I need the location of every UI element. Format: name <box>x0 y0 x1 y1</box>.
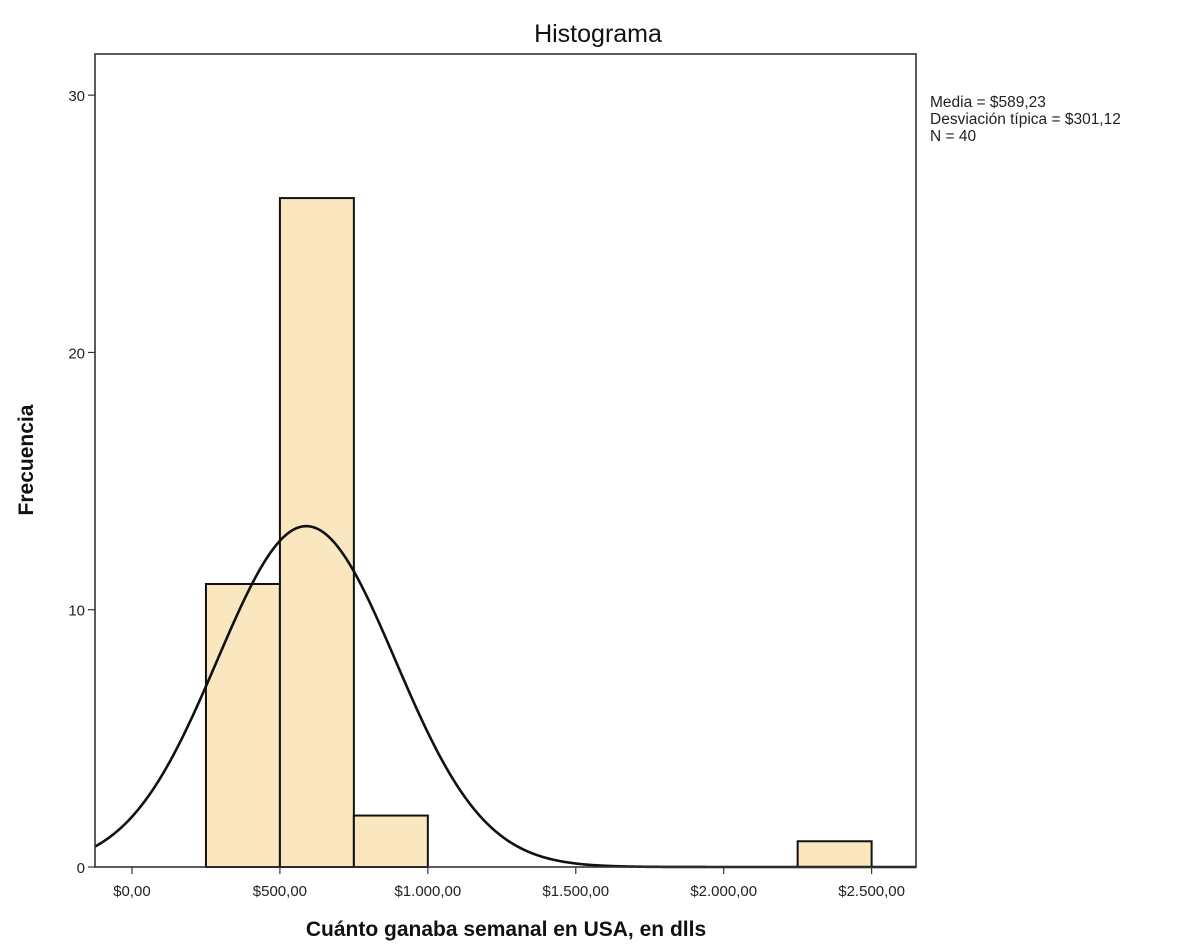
stats-mean: Media = $589,23 <box>930 94 1046 111</box>
x-tick-label-2: $1.000,00 <box>394 883 461 900</box>
stats-n: N = 40 <box>930 128 976 145</box>
y-tick-label-3: 30 <box>68 88 85 105</box>
histogram-bar-1 <box>278 197 355 869</box>
x-axis-ticks: $0,00 $500,00 $1.000,00 $1.500,00 $2.000,00 $… <box>113 867 905 900</box>
histogram-bars <box>204 197 873 869</box>
y-axis-ticks: 0 10 20 30 <box>68 88 95 877</box>
x-tick-label-1: $500,00 <box>253 883 307 900</box>
x-tick-label-0: $0,00 <box>113 883 151 900</box>
x-tick-label-4: $2.000,00 <box>690 883 757 900</box>
stats-box: Media = $589,23 Desviación típica = $301… <box>930 94 1121 145</box>
histogram-bar-2 <box>352 814 429 869</box>
y-tick-label-2: 20 <box>68 345 85 362</box>
histogram-bar-0 <box>204 582 281 868</box>
y-tick-label-1: 10 <box>68 603 85 620</box>
histogram-bar-3 <box>796 840 873 869</box>
x-axis-label: Cuánto ganaba semanal en USA, en dlls <box>306 918 706 941</box>
plot-frame <box>94 53 917 868</box>
x-tick-label-5: $2.500,00 <box>838 883 905 900</box>
y-tick-label-0: 0 <box>77 860 85 877</box>
chart-title: Histograma <box>534 20 662 48</box>
stats-sd: Desviación típica = $301,12 <box>930 111 1121 128</box>
y-axis-label: Frecuencia <box>15 404 38 515</box>
plot-area: $0,00 $500,00 $1.000,00 $1.500,00 $2.000,00 $… <box>68 53 917 900</box>
x-tick-label-3: $1.500,00 <box>542 883 609 900</box>
